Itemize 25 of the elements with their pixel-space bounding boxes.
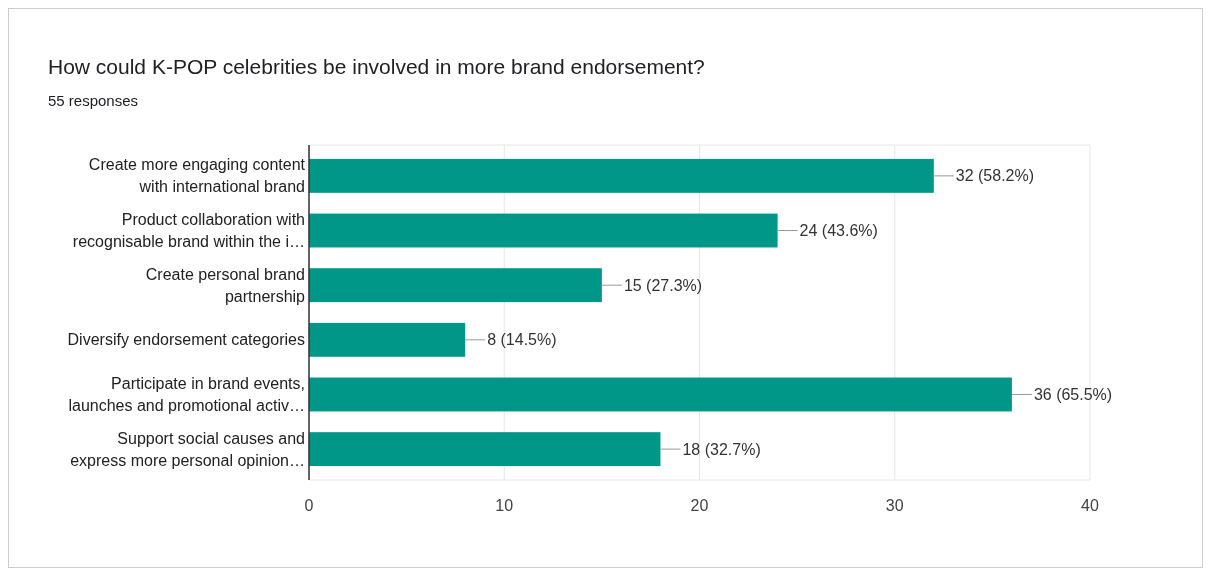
bar	[309, 268, 602, 303]
y-tick-label: Create personal brand partnership	[145, 265, 306, 305]
x-tick-label: 20	[690, 497, 709, 514]
chart-title: How could K-POP celebrities be involved in more brand endorsement?	[48, 55, 705, 78]
y-tick-label: Diversify endorsement categories	[67, 331, 305, 349]
data-label: 32 (58.2%)	[955, 167, 1035, 185]
text: 55 responses	[48, 92, 139, 109]
data-label: 18 (32.7%)	[682, 440, 761, 458]
data-label: 8 (14.5%)	[487, 331, 557, 349]
bar	[309, 377, 1012, 412]
bar	[309, 158, 934, 193]
bar	[309, 213, 778, 248]
y-tick-label: Create more engaging content with international brand	[88, 156, 306, 196]
y-tick-label: Product collaboration with recognisable brand within the i…	[72, 211, 305, 251]
y-tick-label: Participate in brand events, launches and promotional activ…	[68, 375, 305, 415]
bar	[309, 432, 661, 467]
data-label: 36 (65.5%)	[1033, 386, 1113, 404]
data-label: 24 (43.6%)	[799, 222, 878, 240]
x-tick-label: 30	[885, 497, 904, 514]
data-label: 15 (27.3%)	[623, 276, 703, 294]
x-tick-label: 0	[304, 497, 314, 514]
x-tick-label: 40	[1081, 497, 1099, 514]
y-tick-label: Support social causes and express more personal opinion…	[70, 429, 305, 469]
x-tick-label: 10	[495, 497, 514, 514]
bar	[309, 322, 466, 357]
